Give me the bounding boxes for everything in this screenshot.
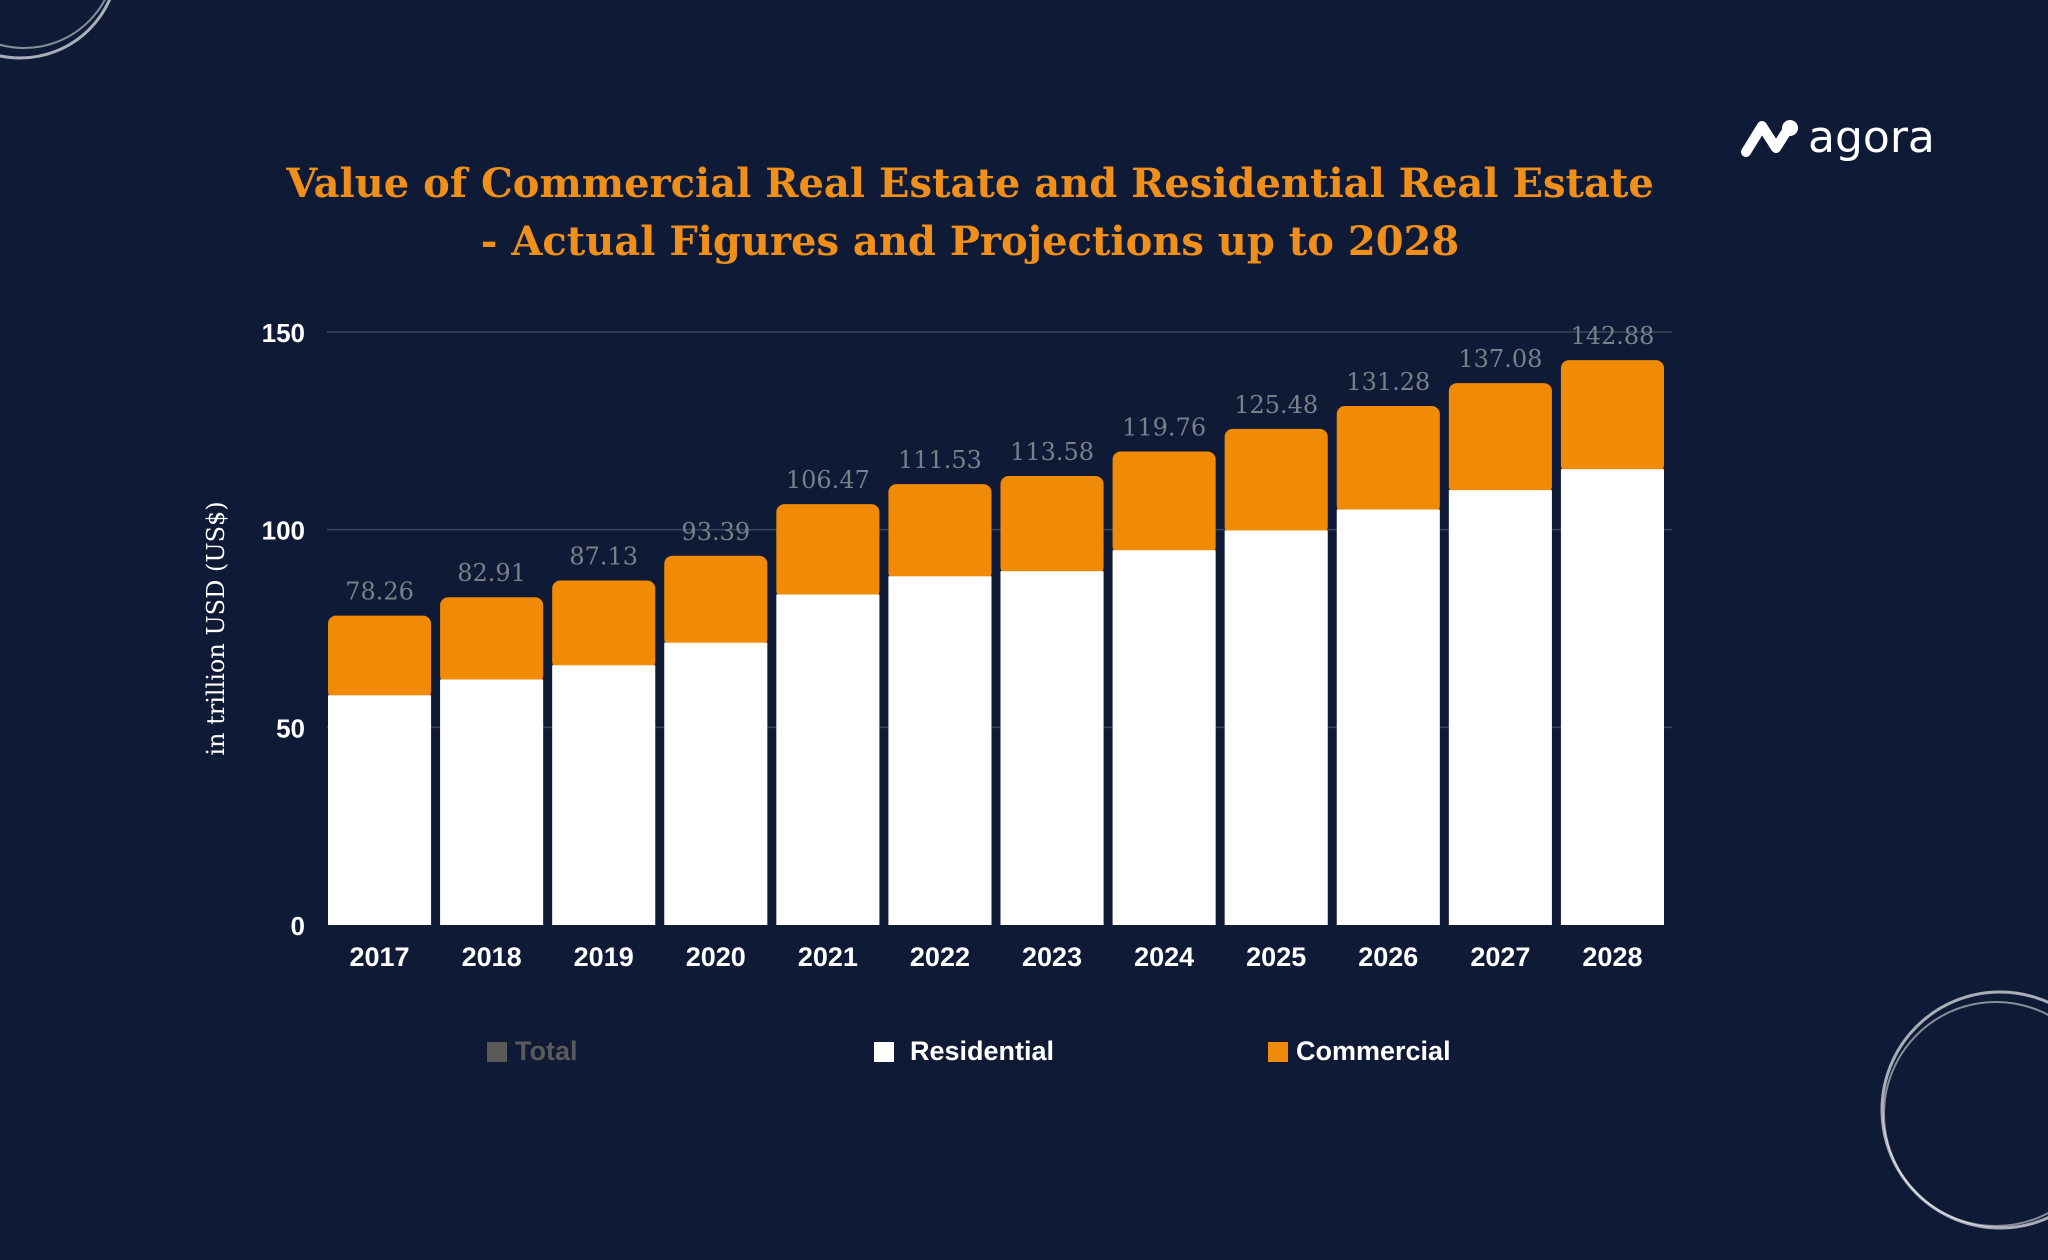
data-label-total: 111.53 — [898, 446, 982, 474]
x-tick-label: 2025 — [1246, 942, 1306, 972]
bar-residential — [1560, 469, 1664, 925]
bar-commercial — [1224, 428, 1328, 535]
bar-residential — [664, 642, 768, 925]
x-tick-label: 2028 — [1582, 942, 1642, 972]
bar-commercial — [776, 504, 880, 599]
chart-title-line-2: - Actual Figures and Projections up to 2… — [480, 218, 1460, 265]
legend-swatch-total — [487, 1041, 507, 1062]
x-tick-label: 2027 — [1470, 942, 1530, 972]
x-tick-label: 2022 — [910, 942, 970, 972]
bar-residential — [552, 665, 656, 925]
y-tick-label: 0 — [291, 911, 305, 941]
legend-swatch-residential — [874, 1041, 894, 1062]
y-tick-label: 150 — [262, 318, 305, 348]
x-tick-label: 2017 — [350, 942, 410, 972]
bar-residential — [440, 679, 544, 925]
legend-item-residential[interactable]: Residential — [874, 1036, 1054, 1067]
legend-item-total[interactable]: Total — [487, 1036, 578, 1067]
bar-commercial — [552, 580, 656, 670]
legend-swatch-commercial — [1268, 1041, 1288, 1062]
data-label-total: 131.28 — [1346, 368, 1430, 396]
legend-label-commercial: Commercial — [1296, 1036, 1451, 1066]
bar-commercial — [1560, 360, 1664, 474]
legend-label-total: Total — [515, 1036, 578, 1066]
data-label-total: 78.26 — [345, 578, 414, 606]
bar-commercial — [1448, 383, 1552, 495]
bar-commercial — [1336, 406, 1440, 514]
bar-residential — [1224, 530, 1328, 925]
y-tick-label: 50 — [276, 713, 305, 743]
bar-residential — [328, 695, 432, 925]
chart-title-line-1: Value of Commercial Real Estate and Resi… — [286, 160, 1654, 207]
y-tick-label: 100 — [262, 516, 305, 546]
bar-commercial — [440, 597, 544, 684]
bar-commercial — [1000, 475, 1104, 576]
data-label-total: 82.91 — [457, 559, 526, 587]
bar-residential — [888, 576, 992, 925]
brand-name: agora — [1808, 112, 1935, 163]
data-label-total: 119.76 — [1122, 414, 1206, 442]
bar-residential — [1112, 550, 1216, 925]
data-label-total: 142.88 — [1570, 322, 1654, 350]
x-tick-label: 2019 — [574, 942, 634, 972]
x-tick-label: 2026 — [1358, 942, 1418, 972]
bar-residential — [1000, 571, 1104, 925]
x-tick-label: 2021 — [798, 942, 858, 972]
bar-commercial — [328, 615, 432, 700]
chart-title: Value of Commercial Real Estate and Resi… — [0, 155, 1940, 271]
legend-label-residential: Residential — [910, 1036, 1055, 1066]
x-tick-label: 2018 — [462, 942, 522, 972]
data-label-total: 113.58 — [1010, 438, 1094, 466]
data-label-total: 87.13 — [569, 543, 638, 571]
data-label-total: 125.48 — [1234, 391, 1318, 419]
bar-residential — [776, 594, 880, 925]
x-tick-label: 2024 — [1134, 942, 1194, 972]
x-tick-label: 2023 — [1022, 942, 1082, 972]
data-label-total: 93.39 — [681, 518, 750, 546]
legend-item-commercial[interactable]: Commercial — [1268, 1036, 1451, 1067]
agora-logo-icon — [1741, 119, 1798, 157]
bar-residential — [1336, 509, 1440, 925]
stacked-bar-chart: 0 50 100 150 in trillion USD (US$) 78.26 2017 8… — [202, 318, 1672, 972]
bar-commercial — [1112, 451, 1216, 555]
decorative-ring-top-left — [0, 0, 112, 60]
bar-residential — [1448, 490, 1552, 925]
agora-logo: agora — [1738, 112, 1935, 163]
y-axis-label: in trillion USD (US$) — [202, 501, 230, 755]
x-tick-label: 2020 — [686, 942, 746, 972]
data-label-total: 137.08 — [1458, 345, 1542, 373]
bar-commercial — [888, 484, 992, 581]
bar-commercial — [664, 555, 768, 647]
data-label-total: 106.47 — [786, 466, 870, 494]
